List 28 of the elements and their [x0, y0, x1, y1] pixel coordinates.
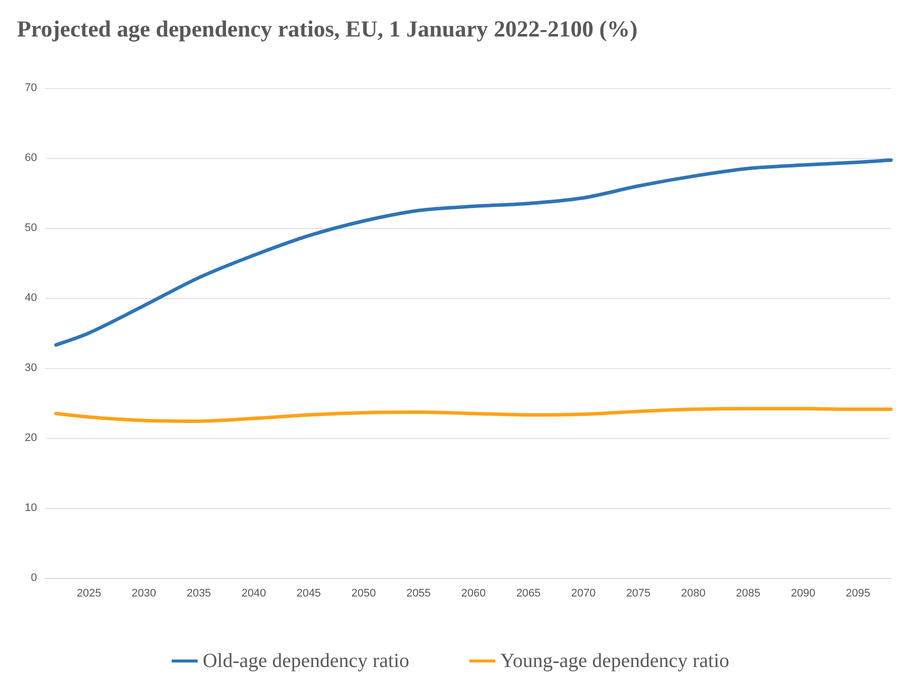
x-tick-label: 2090: [790, 588, 816, 600]
x-tick-label: 2070: [571, 588, 596, 600]
x-tick-label: 2095: [846, 588, 870, 600]
y-tick-label: 40: [24, 292, 37, 304]
x-tick-label: 2080: [680, 588, 706, 600]
x-tick-label: 2065: [516, 588, 541, 600]
legend-label: Old-age dependency ratio: [202, 650, 410, 672]
legend-label: Young-age dependency ratio: [500, 650, 730, 672]
y-tick-label: 60: [24, 152, 37, 164]
x-tick-label: 2025: [76, 588, 102, 600]
x-tick-label: 2045: [296, 588, 321, 600]
y-tick-label: 10: [24, 502, 37, 514]
chart-title: Projected age dependency ratios, EU, 1 January 2022-2100 (%): [17, 16, 638, 42]
y-tick-label: 20: [24, 432, 37, 444]
y-tick-label: 70: [24, 82, 37, 94]
y-tick-label: 50: [24, 222, 37, 234]
y-tick-label: 0: [30, 572, 37, 584]
x-tick-label: 2050: [351, 588, 376, 600]
line-series: [54, 406, 893, 423]
x-tick-label: 2030: [132, 588, 156, 600]
x-tick-label: 2040: [242, 588, 266, 600]
x-tick-label: 2035: [186, 588, 212, 600]
x-tick-label: 2060: [461, 588, 486, 600]
x-tick-label: 2075: [626, 588, 651, 600]
y-tick-label: 30: [24, 362, 37, 374]
x-tick-label: 2085: [736, 588, 760, 600]
x-tick-label: 2055: [406, 588, 431, 600]
line-series: [54, 158, 893, 347]
